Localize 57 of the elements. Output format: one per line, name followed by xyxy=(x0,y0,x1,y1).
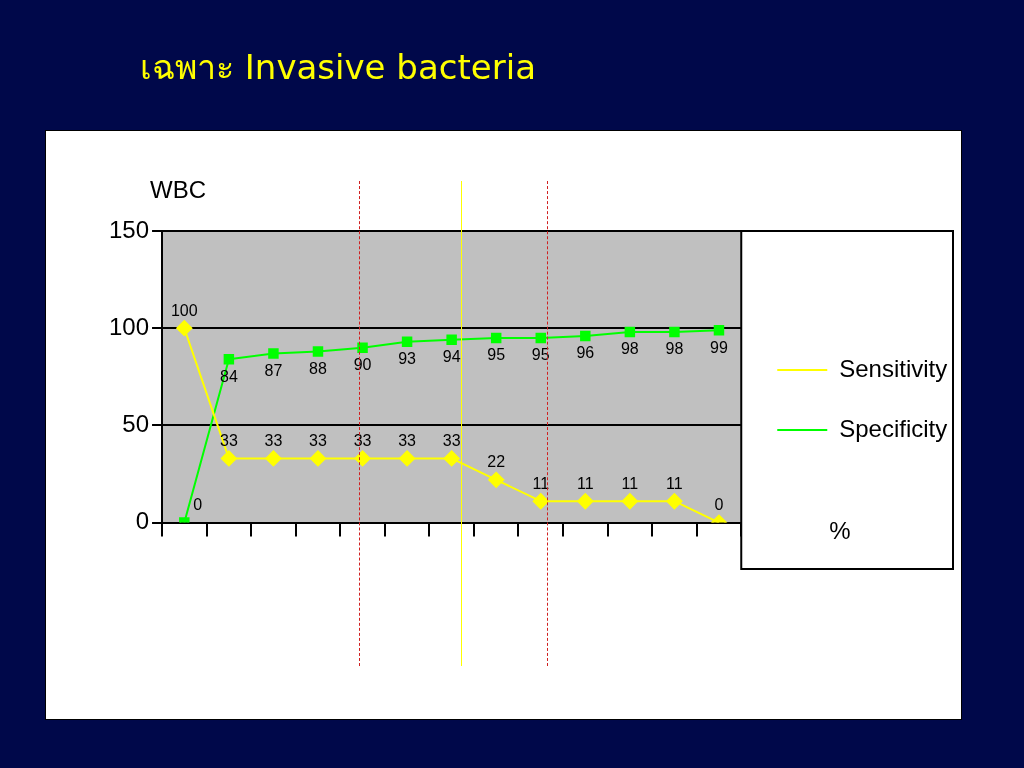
point xyxy=(624,326,636,338)
data-label: 98 xyxy=(665,340,684,358)
chart-title: เฉพาะ Invasive bacteria xyxy=(140,46,536,89)
point xyxy=(666,493,683,510)
point xyxy=(309,450,326,467)
data-label: 11 xyxy=(621,474,639,492)
data-label: 11 xyxy=(666,474,683,492)
point xyxy=(490,332,502,344)
point xyxy=(312,346,324,357)
y-tick-label: 100 xyxy=(109,312,150,340)
data-label: 33 xyxy=(264,431,283,449)
data-label: 0 xyxy=(193,496,203,514)
point xyxy=(621,493,638,510)
point xyxy=(357,342,368,353)
data-label: 95 xyxy=(487,346,506,364)
data-label: 94 xyxy=(442,348,461,366)
data-label: 90 xyxy=(353,356,372,374)
data-label: 87 xyxy=(264,361,283,379)
data-label: 33 xyxy=(309,431,327,449)
data-label: 33 xyxy=(398,431,417,449)
point xyxy=(223,354,235,365)
point xyxy=(268,348,279,359)
data-label: 99 xyxy=(710,338,728,356)
legend-label: Sensitivity xyxy=(839,354,948,382)
point xyxy=(577,493,594,510)
point xyxy=(399,450,416,467)
y-tick-label: 150 xyxy=(109,215,150,243)
point xyxy=(354,450,371,467)
data-label: 33 xyxy=(353,431,372,449)
data-label: 93 xyxy=(398,350,417,368)
data-label: 98 xyxy=(620,340,639,358)
point xyxy=(176,320,193,337)
data-label: 0 xyxy=(714,496,724,514)
data-label: 33 xyxy=(442,431,461,449)
point xyxy=(446,334,457,346)
data-label: 11 xyxy=(577,474,594,492)
point xyxy=(443,450,460,467)
point xyxy=(532,493,549,510)
point xyxy=(265,450,282,467)
point xyxy=(401,336,413,348)
point xyxy=(535,332,546,344)
legend-label: Specificity xyxy=(839,414,948,442)
y-tick-label: 0 xyxy=(135,507,150,535)
point xyxy=(580,330,591,342)
data-label: 95 xyxy=(531,346,550,364)
y-tick-label: 50 xyxy=(122,410,150,438)
data-label: 88 xyxy=(309,359,327,377)
point xyxy=(713,324,725,336)
data-label: 22 xyxy=(487,453,506,471)
point xyxy=(220,450,237,467)
data-label: 100 xyxy=(170,301,198,319)
point xyxy=(669,326,680,338)
data-label: 96 xyxy=(576,344,595,362)
y-axis-title: WBC xyxy=(150,175,207,203)
data-label: 11 xyxy=(532,474,550,492)
x-axis-title: % xyxy=(829,517,851,545)
point xyxy=(488,471,505,488)
